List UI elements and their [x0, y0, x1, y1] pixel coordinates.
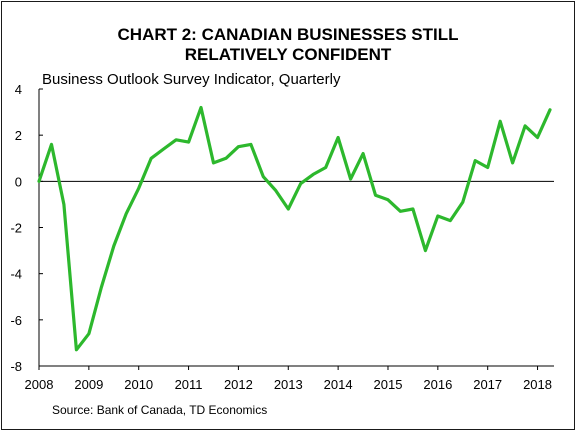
x-tick-label: 2018 [523, 377, 552, 392]
y-tick-label: -8 [10, 359, 22, 374]
y-tick-label: 2 [15, 128, 22, 143]
y-tick-label: -2 [10, 221, 22, 236]
x-tick-label: 2014 [324, 377, 353, 392]
chart-title-line-2: RELATIVELY CONFIDENT [185, 45, 392, 64]
y-tick-label: 4 [15, 82, 22, 97]
y-tick-label: -4 [10, 267, 22, 282]
x-tick-label: 2008 [25, 377, 54, 392]
x-tick-label: 2010 [124, 377, 153, 392]
chart-title-line-1: CHART 2: CANADIAN BUSINESSES STILL [118, 25, 459, 44]
y-tick-label: -6 [10, 313, 22, 328]
chart-subtitle: Business Outlook Survey Indicator, Quart… [42, 71, 341, 88]
y-tick-label: 0 [15, 174, 22, 189]
x-tick-label: 2017 [473, 377, 502, 392]
x-tick-label: 2009 [74, 377, 103, 392]
x-tick-label: 2015 [374, 377, 403, 392]
x-tick-label: 2013 [274, 377, 303, 392]
chart-source: Source: Bank of Canada, TD Economics [52, 403, 267, 417]
x-tick-label: 2016 [423, 377, 452, 392]
x-tick-label: 2011 [175, 377, 203, 392]
x-tick-label: 2012 [224, 377, 253, 392]
series-line [37, 105, 552, 352]
